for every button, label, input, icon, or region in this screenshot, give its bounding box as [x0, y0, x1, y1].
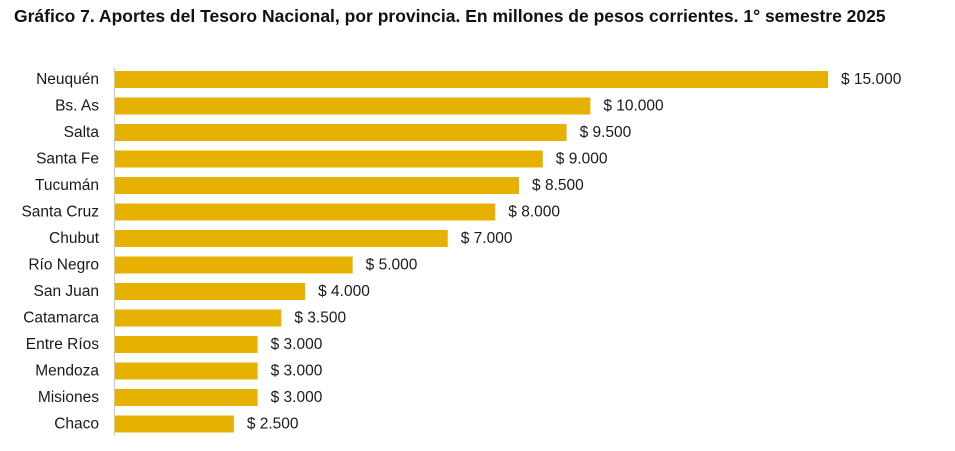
data-label: $ 8.000 [508, 204, 560, 221]
category-label: Santa Fe [36, 151, 99, 168]
category-label: Chubut [49, 230, 100, 247]
data-label: $ 3.500 [294, 310, 346, 327]
data-label: $ 3.000 [271, 389, 323, 406]
bar [115, 177, 520, 194]
data-label: $ 3.000 [271, 363, 323, 380]
bar [115, 203, 496, 221]
category-label: Bs. As [55, 98, 99, 115]
bar [115, 336, 258, 353]
bar [115, 256, 353, 274]
category-label: Tucumán [35, 177, 99, 194]
bar [115, 389, 258, 406]
data-label: $ 3.000 [271, 336, 323, 353]
data-label: $ 10.000 [603, 98, 664, 115]
category-label: Salta [64, 124, 100, 141]
value-labels: $ 15.000 $ 10.000 $ 9.500 $ 9.000 $ 8.500 $ 8… [247, 71, 902, 433]
category-label: Río Negro [28, 257, 99, 274]
data-label: $ 4.000 [318, 283, 370, 300]
category-label: Catamarca [23, 310, 99, 327]
category-label: Entre Ríos [26, 336, 99, 353]
category-label: Chaco [54, 416, 99, 433]
bar [115, 309, 282, 327]
data-label: $ 9.000 [556, 151, 608, 168]
category-label: Neuquén [36, 71, 99, 88]
bars-group [115, 71, 828, 433]
bar [115, 362, 258, 380]
bar [115, 415, 234, 433]
bar [115, 283, 306, 300]
bar [115, 124, 567, 141]
chart-title: Gráfico 7. Aportes del Tesoro Nacional, … [14, 6, 886, 26]
data-label: $ 7.000 [461, 230, 513, 247]
bar [115, 97, 591, 115]
data-label: $ 2.500 [247, 416, 299, 433]
category-label: Mendoza [35, 363, 99, 380]
data-label: $ 15.000 [841, 71, 902, 88]
data-label: $ 5.000 [366, 257, 418, 274]
category-labels: Neuquén Bs. As Salta Santa Fe Tucumán Santa C… [21, 71, 99, 433]
bar [115, 230, 448, 247]
category-label: Misiones [38, 389, 99, 406]
category-label: San Juan [34, 283, 100, 300]
bar [115, 71, 828, 88]
category-label: Santa Cruz [21, 204, 99, 221]
data-label: $ 8.500 [532, 177, 584, 194]
data-label: $ 9.500 [580, 124, 632, 141]
bar [115, 150, 543, 168]
